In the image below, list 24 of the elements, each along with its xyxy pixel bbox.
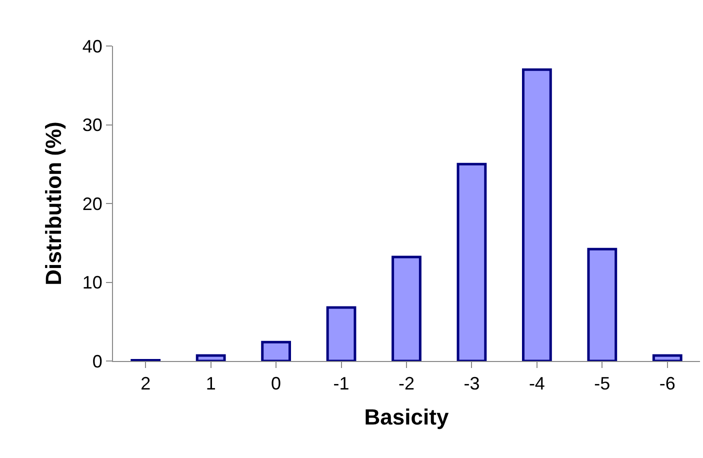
x-tick-label: 1 [206,374,216,394]
x-tick-label: 2 [140,374,151,394]
bar [587,248,618,361]
x-tick-label: -1 [333,374,350,394]
bar [392,256,422,361]
x-tick-label: -3 [464,374,480,394]
y-tick-label: 0 [92,351,102,372]
x-tick-label: -2 [398,374,415,394]
bar [261,340,291,361]
y-tick-label: 40 [82,36,102,56]
bar [456,162,487,361]
bar [326,306,356,361]
x-tick-label: -4 [528,374,545,394]
x-tick-label: 0 [271,374,282,394]
y-tick-label: 20 [82,194,102,214]
bar [196,354,226,361]
y-axis-title: Distribution (%) [41,122,66,286]
y-tick-label: 30 [82,115,102,136]
x-tick-label: -5 [594,374,610,394]
x-axis-title: Basicity [364,404,450,430]
bar [522,68,552,361]
y-tick-label: 10 [82,272,102,293]
x-tick-label: -6 [659,374,676,394]
bar [652,354,682,361]
